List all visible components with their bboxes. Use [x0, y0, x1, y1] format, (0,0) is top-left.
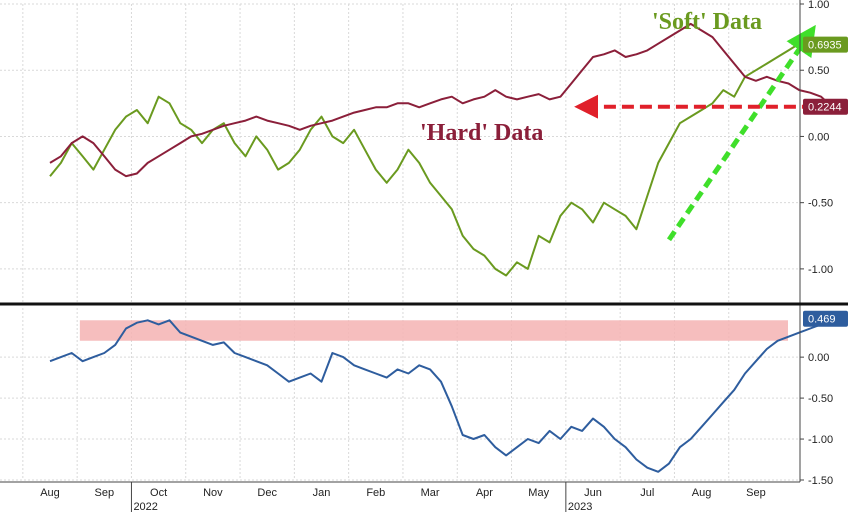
soft-data-line: [49, 42, 832, 277]
hard-data-value-badge: 0.2244: [808, 102, 842, 114]
x-tick-label: Nov: [203, 487, 223, 499]
top-y-tick-label: -0.50: [808, 198, 833, 210]
x-tick-label: Jun: [584, 487, 602, 499]
x-tick-label: Mar: [421, 487, 440, 499]
series-layer: [49, 22, 833, 473]
bottom-y-tick-label: -0.50: [808, 393, 833, 405]
soft-data-value-badge: 0.6935: [808, 40, 842, 52]
x-tick-label: Apr: [476, 487, 493, 499]
top-y-tick-label: 1.00: [808, 0, 829, 11]
x-year-label: 2023: [568, 501, 592, 513]
grid-layer: [0, 3, 800, 481]
x-tick-label: Sep: [95, 487, 115, 499]
x-tick-label: Dec: [257, 487, 277, 499]
hard-data-line: [49, 22, 833, 178]
hard-data-label: 'Hard' Data: [420, 120, 543, 146]
x-tick-label: Jan: [313, 487, 331, 499]
soft-data-arrow: [666, 24, 816, 242]
bottom-y-tick-label: 0.00: [808, 352, 829, 364]
x-tick-label: Aug: [692, 487, 712, 499]
soft-data-value-badge-bg: [803, 36, 848, 53]
x-tick-label: Jul: [640, 487, 654, 499]
spread-line: [49, 317, 833, 473]
highlight-band: [79, 320, 789, 341]
top-y-tick-label: -1.00: [808, 264, 833, 276]
x-tick-label: Feb: [366, 487, 385, 499]
bottom-y-tick-label: -1.50: [808, 475, 833, 487]
x-year-label: 2022: [133, 501, 157, 513]
x-tick-label: Sep: [746, 487, 766, 499]
x-tick-label: Oct: [150, 487, 167, 499]
x-tick-label: Aug: [40, 487, 60, 499]
spread-value-badge: 0.469: [808, 314, 836, 326]
top-y-tick-label: 0.50: [808, 65, 829, 77]
spread-value-badge-bg: [803, 310, 848, 327]
hard-data-value-badge-bg: [803, 98, 848, 115]
annotation-layer: 'Soft' Data 'Hard' Data: [420, 9, 832, 242]
x-tick-label: May: [528, 487, 549, 499]
bottom-y-tick-label: -1.00: [808, 434, 833, 446]
top-y-tick-label: 0.00: [808, 131, 829, 143]
soft-data-label: 'Soft' Data: [652, 9, 762, 35]
highlight-band-layer: [79, 320, 789, 341]
